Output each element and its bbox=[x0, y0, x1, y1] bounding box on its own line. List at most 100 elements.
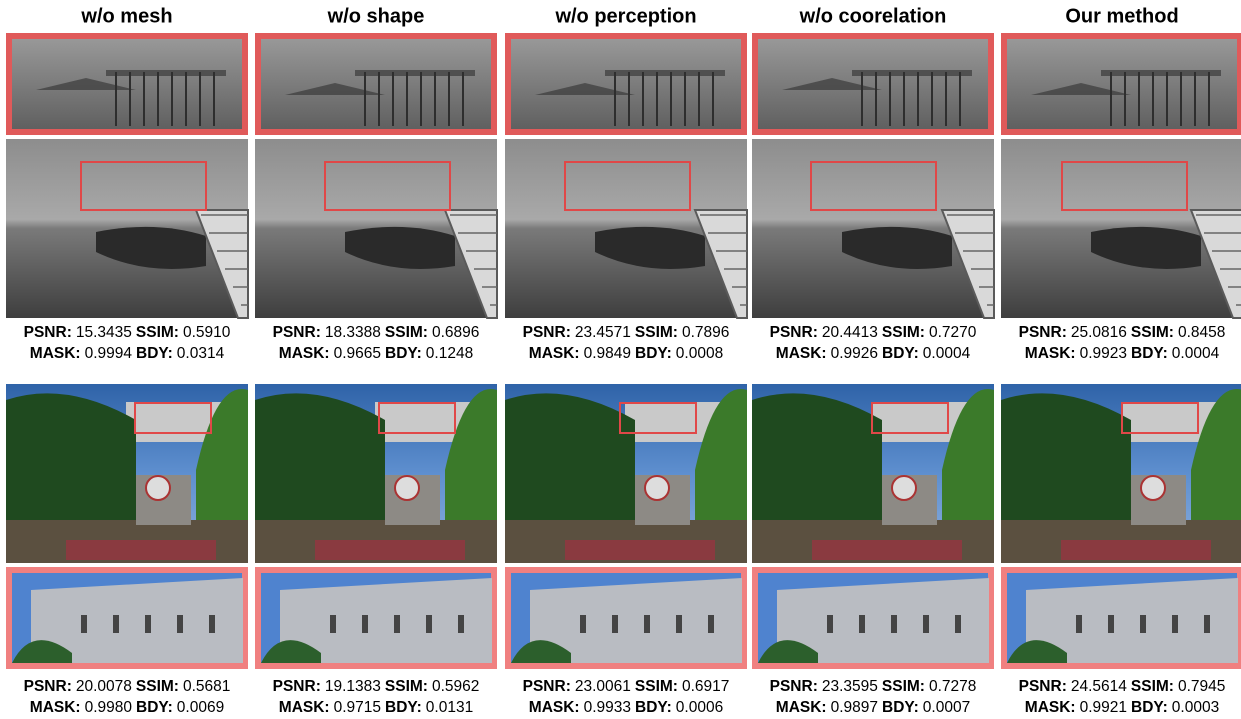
metric-label: MASK: bbox=[279, 345, 330, 362]
boardwalk bbox=[693, 209, 748, 319]
window bbox=[923, 615, 929, 633]
metric-label: SSIM: bbox=[635, 324, 678, 341]
metric-label: MASK: bbox=[279, 699, 330, 716]
metrics-line: PSNR: 18.3388 SSIM: 0.6896 bbox=[273, 324, 480, 341]
trees-right bbox=[942, 389, 994, 530]
metric-value: 0.9980 bbox=[85, 699, 133, 716]
pavilion bbox=[535, 70, 725, 95]
crop-building bbox=[777, 578, 989, 663]
metrics-line: MASK: 0.9923 BDY: 0.0004 bbox=[1025, 345, 1220, 362]
metric-value: 23.0061 bbox=[575, 678, 631, 695]
metric-value: 0.6917 bbox=[682, 678, 729, 695]
metric-value: 0.0131 bbox=[426, 699, 473, 716]
shore bbox=[345, 226, 455, 269]
metric-label: MASK: bbox=[776, 699, 827, 716]
metrics-line: PSNR: 25.0816 SSIM: 0.8458 bbox=[1019, 324, 1226, 341]
column-title: w/o coorelation bbox=[799, 5, 947, 27]
metric-value: 0.0003 bbox=[1172, 699, 1219, 716]
zoom-box bbox=[378, 402, 456, 434]
shore bbox=[1091, 226, 1201, 269]
window bbox=[1172, 615, 1178, 633]
window bbox=[113, 615, 119, 633]
panels bbox=[6, 33, 1241, 669]
window bbox=[708, 615, 714, 633]
metric-value: 0.8458 bbox=[1178, 324, 1225, 341]
metric-value: 0.9665 bbox=[334, 345, 381, 362]
zoom-crop bbox=[6, 33, 248, 135]
metrics-line: PSNR: 15.3435 SSIM: 0.5910 bbox=[24, 324, 231, 341]
zoom-box bbox=[810, 161, 937, 211]
metric-label: PSNR: bbox=[1019, 678, 1067, 695]
window bbox=[1204, 615, 1210, 633]
metric-label: SSIM: bbox=[385, 324, 428, 341]
metrics-line: MASK: 0.9926 BDY: 0.0004 bbox=[776, 345, 971, 362]
metric-value: 23.3595 bbox=[822, 678, 878, 695]
metric-value: 0.7945 bbox=[1178, 678, 1225, 695]
zoom-box bbox=[80, 161, 207, 211]
crop-building bbox=[1026, 578, 1238, 663]
metric-value: 0.6896 bbox=[432, 324, 479, 341]
metric-value: 0.5681 bbox=[183, 678, 230, 695]
column-title: w/o shape bbox=[327, 5, 425, 27]
pavilion bbox=[285, 70, 475, 95]
metric-value: 0.9994 bbox=[85, 345, 133, 362]
clock bbox=[891, 475, 917, 501]
metric-label: MASK: bbox=[30, 699, 81, 716]
zoom-box bbox=[324, 161, 451, 211]
boardwalk bbox=[194, 209, 249, 319]
metric-value: 0.9923 bbox=[1080, 345, 1127, 362]
window bbox=[891, 615, 897, 633]
window bbox=[580, 615, 586, 633]
trees-left bbox=[505, 393, 635, 530]
window bbox=[612, 615, 618, 633]
crop-trees bbox=[12, 640, 72, 663]
metric-label: MASK: bbox=[776, 345, 827, 362]
window bbox=[644, 615, 650, 633]
metric-label: PSNR: bbox=[24, 324, 72, 341]
metric-label: MASK: bbox=[529, 699, 580, 716]
zoom-box bbox=[619, 402, 697, 434]
zoom-box bbox=[134, 402, 212, 434]
trees-right bbox=[1191, 389, 1241, 530]
window bbox=[394, 615, 400, 633]
metric-label: MASK: bbox=[529, 345, 580, 362]
metric-value: 0.7896 bbox=[682, 324, 729, 341]
metric-value: 0.0004 bbox=[1172, 345, 1220, 362]
column-title: Our method bbox=[1065, 5, 1178, 27]
metric-label: SSIM: bbox=[882, 324, 925, 341]
flowerbed bbox=[565, 540, 715, 560]
metric-label: BDY: bbox=[1131, 345, 1168, 362]
flowerbed bbox=[1061, 540, 1211, 560]
metrics-line: PSNR: 23.4571 SSIM: 0.7896 bbox=[523, 324, 730, 341]
window bbox=[177, 615, 183, 633]
crop-building bbox=[530, 578, 742, 663]
trees-left bbox=[1001, 393, 1131, 530]
metrics-line: MASK: 0.9665 BDY: 0.1248 bbox=[279, 345, 473, 362]
window bbox=[209, 615, 215, 633]
zoom-box bbox=[1121, 402, 1199, 434]
metric-label: PSNR: bbox=[273, 324, 321, 341]
metric-value: 0.9715 bbox=[334, 699, 381, 716]
crop-trees bbox=[758, 640, 818, 663]
metric-value: 0.0007 bbox=[923, 699, 970, 716]
metrics-line: PSNR: 20.0078 SSIM: 0.5681 bbox=[24, 678, 231, 695]
window bbox=[81, 615, 87, 633]
pavilion bbox=[782, 70, 972, 90]
metrics-line: PSNR: 23.0061 SSIM: 0.6917 bbox=[523, 678, 730, 695]
metric-label: PSNR: bbox=[523, 324, 571, 341]
metric-label: PSNR: bbox=[24, 678, 72, 695]
metrics-line: PSNR: 19.1383 SSIM: 0.5962 bbox=[273, 678, 480, 695]
flowerbed bbox=[66, 540, 216, 560]
metric-label: PSNR: bbox=[770, 678, 818, 695]
window bbox=[1076, 615, 1082, 633]
window bbox=[676, 615, 682, 633]
zoom-crop bbox=[1001, 33, 1241, 135]
metric-label: MASK: bbox=[1025, 345, 1076, 362]
column-title: w/o perception bbox=[554, 5, 696, 27]
metric-label: MASK: bbox=[30, 345, 81, 362]
column-title: w/o mesh bbox=[80, 5, 172, 27]
metrics-line: MASK: 0.9897 BDY: 0.0007 bbox=[776, 699, 970, 716]
pavilion bbox=[36, 70, 226, 90]
zoom-box bbox=[871, 402, 949, 434]
